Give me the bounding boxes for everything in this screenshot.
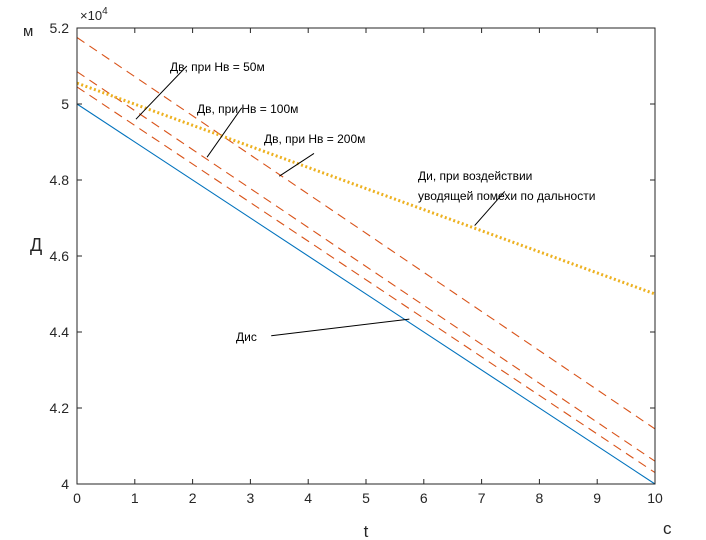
- y-axis-label: Д: [30, 235, 42, 255]
- x-tick-label: 9: [593, 490, 601, 506]
- exponent-power: 4: [102, 6, 108, 17]
- x-tick-label: 7: [478, 490, 486, 506]
- annotation-text: Дв, при Нв = 100м: [197, 102, 298, 116]
- x-tick-label: 0: [73, 490, 81, 506]
- annotation-text-line2: уводящей помехи по дальности: [418, 189, 595, 203]
- annotation-text: Ди, при воздействии: [418, 169, 532, 183]
- plot-area: [77, 28, 655, 484]
- x-tick-label: 5: [362, 490, 370, 506]
- y-tick-label: 5.2: [50, 20, 70, 36]
- x-axis-label: t: [364, 522, 369, 540]
- x-axis-ticks: 0 1 2 3 4 5 6 7 8 9 10: [73, 28, 663, 506]
- annotation-leader-line: [206, 107, 243, 158]
- series-layer: [76, 37, 656, 485]
- x-tick-label: 8: [536, 490, 544, 506]
- y-tick-label: 4.8: [50, 172, 70, 188]
- annotation-layer: Дв, при Нв = 50м Дв, при Нв = 100м Дв, при…: [135, 60, 595, 344]
- annotation-leader-line: [279, 152, 315, 177]
- x-tick-label: 2: [189, 490, 197, 506]
- y-tick-label: 4.6: [50, 248, 70, 264]
- series-line-1: [76, 103, 656, 485]
- x-tick-label: 3: [247, 490, 255, 506]
- x-tick-label: 6: [420, 490, 428, 506]
- series-line-5: [76, 81, 656, 296]
- y-axis-ticks: 4 4.2 4.4 4.6 4.8 5 5.2: [50, 20, 655, 492]
- x-tick-label: 4: [304, 490, 312, 506]
- y-tick-label: 4.4: [50, 324, 70, 340]
- annotation-leader-line: [271, 318, 410, 337]
- y-tick-label: 4: [61, 476, 69, 492]
- exponent-label: ×104: [80, 6, 108, 23]
- annotation-leader-line: [135, 65, 188, 120]
- annotation-leader-line: [474, 191, 506, 226]
- y-tick-label: 5: [61, 96, 69, 112]
- y-unit-label: м: [23, 23, 33, 40]
- series-line-3: [76, 71, 656, 462]
- annotation-text: Дв, при Нв = 200м: [264, 132, 365, 146]
- y-tick-label: 4.2: [50, 400, 70, 416]
- x-unit-label: с: [663, 519, 672, 538]
- series-line-4: [76, 86, 656, 474]
- series-line-2: [76, 37, 656, 430]
- x-tick-label: 10: [647, 490, 663, 506]
- x-tick-label: 1: [131, 490, 139, 506]
- annotation-text: Дв, при Нв = 50м: [170, 60, 265, 74]
- annotation-text: Дис: [236, 330, 257, 344]
